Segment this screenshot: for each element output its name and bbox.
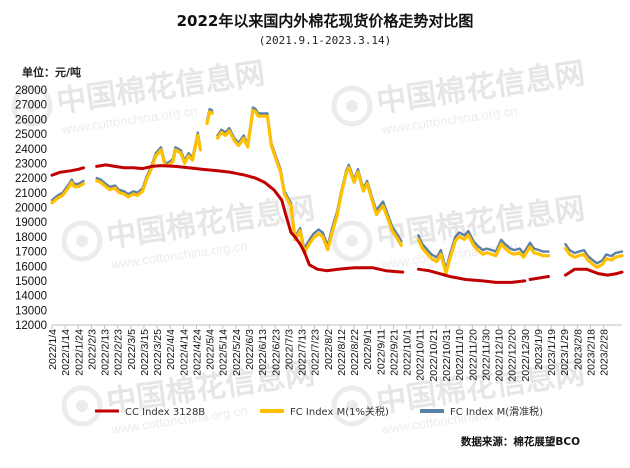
y-tick-label: 24000 [15,144,47,156]
x-tick-label: 2022/3/25 [152,329,164,376]
x-tick-label: 2023/2/28 [599,329,611,376]
watermark-logo [61,385,103,427]
legend-item: FC Index M(1%关税) [260,405,389,418]
y-tick-label: 16000 [15,261,47,273]
watermark-logo [331,85,373,127]
data-source-note: 数据来源：棉花展望BCO [460,435,580,448]
x-tick-label: 2022/12/30 [520,329,532,382]
series-line [564,243,624,265]
series-1 [50,163,624,284]
y-tick-label: 12000 [15,320,47,332]
x-tick-label: 2022/1/24 [73,329,85,376]
y-tick-label: 23000 [15,158,47,170]
watermark-logo [331,220,373,262]
legend-item: FC Index M(滑准税) [420,405,543,418]
x-tick-label: 2022/10/1 [402,329,414,376]
x-tick-label: 2022/7/23 [310,329,322,376]
x-tick-label: 2022/11/20 [467,329,479,381]
x-tick-label: 2022/8/2 [323,329,335,370]
series-line [50,166,85,177]
series-line [95,163,405,274]
series-layer [50,106,624,284]
y-axis: 12000 13000 14000 15000 16000 17000 18000 19000… [15,85,47,332]
y-tick-label: 14000 [15,291,47,303]
y-tick-label: 17000 [15,247,47,259]
x-tick-label: 2022/8/22 [349,329,361,376]
y-tick-label: 26000 [15,114,47,126]
y-tick-label: 13000 [15,305,47,317]
x-tick-label: 2022/10/31 [441,329,453,382]
x-tick-label: 2022/9/11 [375,329,387,375]
legend: CC Index 3128B FC Index M(1%关税) FC Index M… [95,405,543,418]
chart-subtitle: (2021.9.1-2023.3.14) [259,34,391,47]
x-axis: 2022/1/4 2022/1/14 2022/1/24 2022/2/3 2022/2… [47,325,611,382]
x-tick-label: 2022/4/4 [165,329,177,370]
x-tick-label: 2022/1/14 [60,329,72,376]
x-tick-label: 2022/10/11 [415,329,427,381]
x-tick-label: 2022/2/13 [100,329,112,376]
x-tick-label: 2023/2/8 [572,329,584,370]
series-line [416,233,551,275]
series-line [564,267,624,277]
legend-label: CC Index 3128B [125,407,205,418]
x-tick-label: 2022/7/3 [283,329,295,370]
x-tick-label: 2022/3/15 [139,329,151,376]
series-line [205,110,214,126]
chart-title: 2022年以来国内外棉花现货价格走势对比图 [177,12,474,30]
x-tick-label: 2022/11/30 [480,329,492,381]
series-line [50,180,86,205]
x-tick-label: 2022/9/1 [362,329,374,370]
y-tick-label: 22000 [15,173,47,185]
y-axis-unit-label: 单位：元/吨 [22,65,81,79]
x-tick-label: 2023/1/9 [533,329,545,370]
watermark-logo [61,220,103,262]
y-tick-label: 19000 [15,217,47,229]
series-line [528,275,550,281]
x-tick-label: 2022/11/10 [454,329,466,381]
x-tick-label: 2022/1/4 [47,329,59,370]
x-tick-label: 2022/4/14 [178,329,190,376]
x-tick-label: 2022/3/5 [126,329,138,370]
x-tick-label: 2022/10/21 [428,329,440,382]
x-tick-label: 2022/12/20 [507,329,519,382]
x-tick-label: 2022/9/21 [388,329,400,376]
watermark-logo [331,385,373,427]
x-tick-label: 2022/5/4 [205,329,217,370]
series-line [215,108,403,255]
x-tick-label: 2022/4/24 [191,329,203,376]
x-tick-label: 2022/6/3 [244,329,256,370]
x-tick-label: 2022/6/13 [257,329,269,376]
y-tick-label: 15000 [15,276,47,288]
y-tick-label: 21000 [15,188,47,200]
x-tick-label: 2023/1/29 [559,329,571,376]
watermark-logo [11,85,53,127]
y-tick-label: 18000 [15,232,47,244]
y-tick-label: 28000 [15,85,47,97]
x-tick-label: 2023/2/18 [585,329,597,376]
x-tick-label: 2023/1/19 [546,329,558,376]
x-tick-label: 2022/12/10 [494,329,506,382]
x-tick-label: 2022/5/24 [231,329,243,376]
x-tick-label: 2022/6/23 [270,329,282,376]
series-line [563,246,624,269]
x-tick-label: 2022/7/13 [297,329,309,376]
series-line [417,229,550,271]
y-tick-label: 27000 [15,100,47,112]
x-tick-label: 2022/8/12 [336,329,348,376]
x-tick-label: 2022/2/3 [86,329,98,370]
legend-label: FC Index M(滑准税) [450,405,543,418]
legend-item: CC Index 3128B [95,407,205,418]
y-tick-label: 25000 [15,129,47,141]
x-tick-label: 2022/5/14 [218,329,230,376]
y-tick-label: 20000 [15,203,47,215]
x-tick-label: 2022/2/23 [113,329,125,376]
legend-label: FC Index M(1%关税) [290,405,389,418]
series-line [416,267,527,284]
